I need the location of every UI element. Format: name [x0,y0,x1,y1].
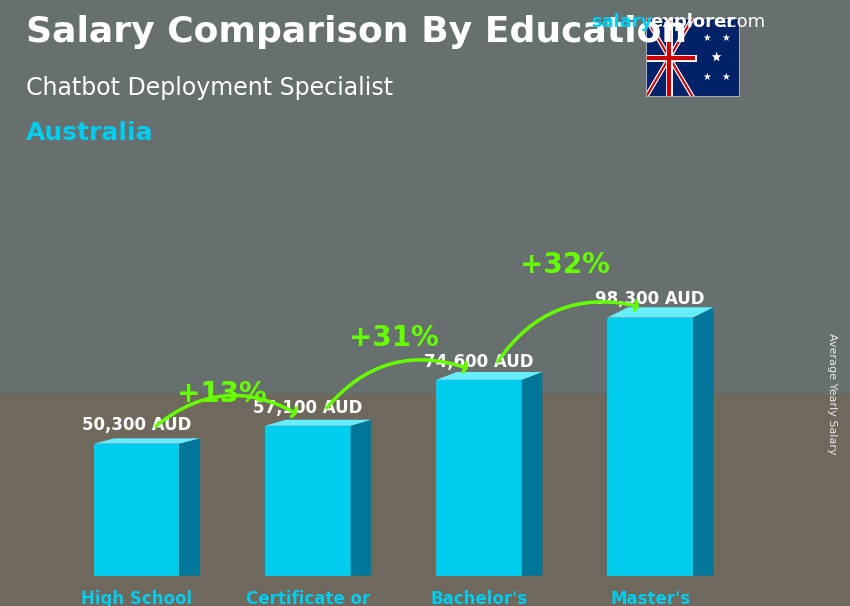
Polygon shape [608,318,693,576]
Text: 74,600 AUD: 74,600 AUD [424,353,534,371]
Polygon shape [522,372,542,576]
Text: salary: salary [591,13,652,32]
Text: 98,300 AUD: 98,300 AUD [596,290,705,308]
Text: Chatbot Deployment Specialist: Chatbot Deployment Specialist [26,76,393,100]
Polygon shape [436,380,522,576]
Text: +32%: +32% [519,251,609,279]
Text: ★: ★ [711,53,721,62]
Bar [0,0,850,394]
Text: ★: ★ [702,33,711,43]
Polygon shape [608,307,713,318]
Polygon shape [350,420,371,576]
Text: 50,300 AUD: 50,300 AUD [82,416,191,435]
Polygon shape [179,438,200,576]
Text: ★: ★ [721,72,730,82]
Polygon shape [94,438,200,444]
Bar [0,394,850,606]
Text: +31%: +31% [348,324,439,352]
Text: +13%: +13% [178,380,267,408]
Polygon shape [693,307,713,576]
Text: Average Yearly Salary: Average Yearly Salary [827,333,837,454]
Text: ★: ★ [711,51,722,64]
Polygon shape [436,372,542,380]
Text: ★: ★ [721,33,730,43]
Text: Australia: Australia [26,121,153,145]
Polygon shape [265,426,350,576]
Text: Salary Comparison By Education: Salary Comparison By Education [26,15,687,49]
Text: .com: .com [721,13,765,32]
Polygon shape [94,444,179,576]
Polygon shape [265,420,371,426]
Text: explorer: explorer [650,13,735,32]
Text: ★: ★ [702,72,711,82]
Text: 57,100 AUD: 57,100 AUD [253,399,362,416]
